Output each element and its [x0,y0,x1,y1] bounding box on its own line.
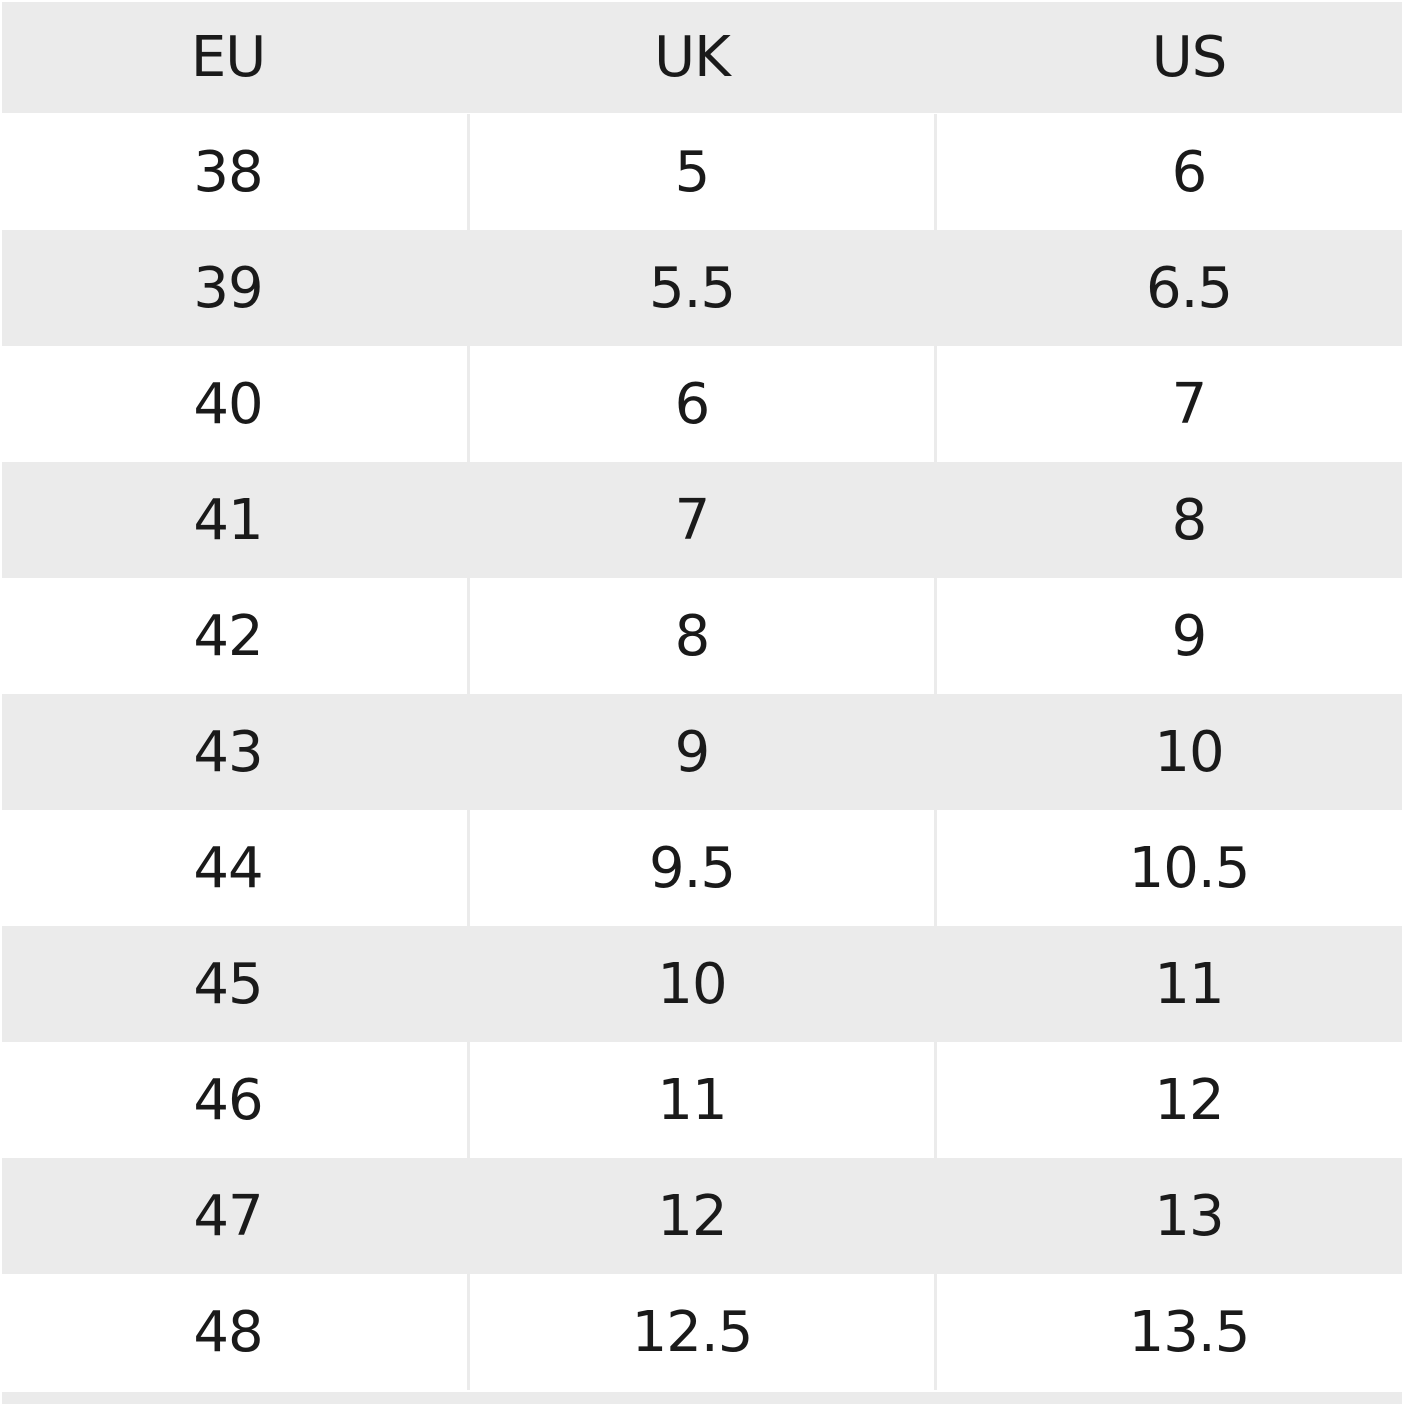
table-cell: 6 [674,371,711,437]
column-separator [467,578,470,694]
table-cell: 43 [193,719,263,785]
table-row: 40 6 7 [2,346,1402,462]
table-cell: 12 [1154,1067,1224,1133]
table-cell: US [1151,25,1228,90]
table-cell: 5 [674,139,711,205]
table-cell: UK [654,25,731,90]
table-row: 44 9.5 10.5 [2,810,1402,926]
table-cell: 12.5 [631,1299,754,1365]
table-cell: 5.5 [648,255,736,321]
table-cell: 11 [1154,951,1224,1017]
table-row: 38 5 6 [2,114,1402,230]
table-cell: 47 [193,1183,263,1249]
column-separator [934,346,937,462]
table-cell: 12 [657,1183,727,1249]
table-row: 39 5.5 6.5 [2,230,1402,346]
table-row: 45 10 11 [2,926,1402,1042]
table-cell: 46 [193,1067,263,1133]
table-row: 47 12 13 [2,1158,1402,1274]
table-cell: 6.5 [1145,255,1233,321]
table-cell: 48 [193,1299,263,1365]
table-cell: 13 [1154,1183,1224,1249]
column-separator [467,114,470,230]
table-cell: 10 [657,951,727,1017]
bottom-strip [2,1392,1402,1404]
table-cell: 7 [674,487,711,553]
table-cell: 11 [657,1067,727,1133]
table-cell: 45 [193,951,263,1017]
table-cell: 10.5 [1128,835,1251,901]
table-row: 42 8 9 [2,578,1402,694]
table-cell: 7 [1171,371,1208,437]
table-cell: 9 [674,719,711,785]
table-row: 43 9 10 [2,694,1402,810]
column-separator [467,810,470,926]
table-cell: 8 [674,603,711,669]
table-cell: 9.5 [648,835,736,901]
table-row: 48 12.5 13.5 [2,1274,1402,1390]
table-cell: 38 [193,139,263,205]
column-separator [934,1042,937,1158]
table-cell: EU [190,25,266,90]
table-cell: 8 [1171,487,1208,553]
table-cell: 42 [193,603,263,669]
table-cell: 10 [1154,719,1224,785]
table-cell: 44 [193,835,263,901]
table-cell: 39 [193,255,263,321]
column-separator [467,1274,470,1390]
table-row: 46 11 12 [2,1042,1402,1158]
column-separator [934,810,937,926]
column-separator [467,1042,470,1158]
column-separator [934,578,937,694]
table-cell: 40 [193,371,263,437]
table-cell: 9 [1171,603,1208,669]
table-cell: 41 [193,487,263,553]
header-row: EU UK US [2,2,1402,113]
column-separator [934,1274,937,1390]
column-separator [934,114,937,230]
table-cell: 13.5 [1128,1299,1251,1365]
table-cell: 6 [1171,139,1208,205]
table-row: 41 7 8 [2,462,1402,578]
column-separator [467,346,470,462]
